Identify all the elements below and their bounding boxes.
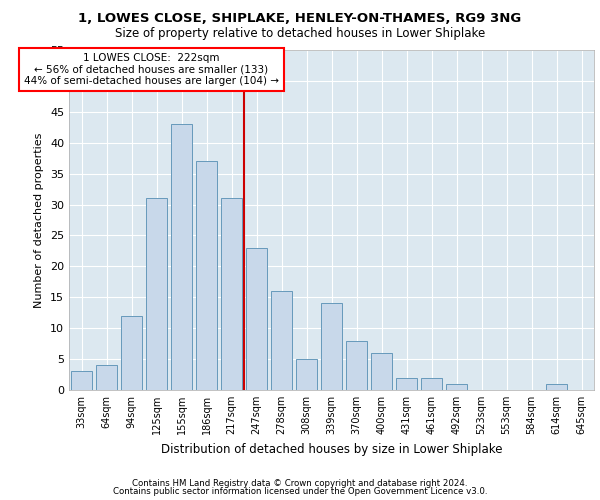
Bar <box>246 248 267 390</box>
Bar <box>171 124 192 390</box>
Y-axis label: Number of detached properties: Number of detached properties <box>34 132 44 308</box>
Text: Contains HM Land Registry data © Crown copyright and database right 2024.: Contains HM Land Registry data © Crown c… <box>132 478 468 488</box>
Bar <box>121 316 142 390</box>
Bar <box>446 384 467 390</box>
Text: Size of property relative to detached houses in Lower Shiplake: Size of property relative to detached ho… <box>115 28 485 40</box>
Bar <box>271 291 292 390</box>
X-axis label: Distribution of detached houses by size in Lower Shiplake: Distribution of detached houses by size … <box>161 442 502 456</box>
Text: 1 LOWES CLOSE:  222sqm
← 56% of detached houses are smaller (133)
44% of semi-de: 1 LOWES CLOSE: 222sqm ← 56% of detached … <box>24 53 279 86</box>
Bar <box>196 162 217 390</box>
Bar <box>146 198 167 390</box>
Text: 1, LOWES CLOSE, SHIPLAKE, HENLEY-ON-THAMES, RG9 3NG: 1, LOWES CLOSE, SHIPLAKE, HENLEY-ON-THAM… <box>79 12 521 26</box>
Bar <box>321 304 342 390</box>
Bar <box>396 378 417 390</box>
Bar <box>371 353 392 390</box>
Bar <box>346 340 367 390</box>
Bar <box>546 384 567 390</box>
Bar <box>221 198 242 390</box>
Bar <box>421 378 442 390</box>
Bar <box>96 366 117 390</box>
Bar <box>296 359 317 390</box>
Bar <box>71 372 92 390</box>
Text: Contains public sector information licensed under the Open Government Licence v3: Contains public sector information licen… <box>113 488 487 496</box>
